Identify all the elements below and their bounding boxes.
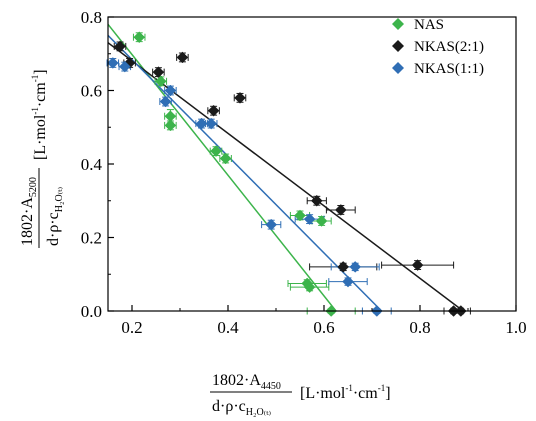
y-label-denominator-sub: H₂O₍ₜ₎ (54, 187, 65, 212)
x-label-numerator-sub: 4450 (261, 381, 281, 392)
data-point (334, 204, 347, 216)
x-axis-label: 1802·A4450 d·ρ·cH₂O₍ₜ₎ [L·mol-1·cm-1] (210, 372, 391, 418)
fit-line (108, 23, 337, 311)
svg-text:d·ρ·cH₂O₍ₜ₎: d·ρ·cH₂O₍ₜ₎ (212, 398, 271, 418)
x-label-unit-sup1: -1 (345, 383, 353, 393)
y-tick-label: 0.2 (81, 229, 102, 248)
data-point (411, 259, 424, 271)
data-point (310, 194, 323, 207)
y-tick-label: 0.8 (81, 8, 102, 27)
y-label-unit-sup1: -1 (30, 107, 40, 115)
data-point (315, 215, 328, 227)
x-label-unit-open: [L·mol (300, 385, 346, 402)
fit-lines (108, 23, 464, 311)
y-tick-label: 0.6 (81, 82, 102, 101)
x-label-denominator-sub: H₂O₍ₜ₎ (246, 407, 271, 418)
data-point (154, 75, 167, 88)
legend: NAS NKAS(2:1) NKAS(1:1) (392, 17, 484, 77)
data-markers (106, 31, 467, 317)
x-label-unit-mid: ·cm (353, 385, 378, 402)
fit-line (108, 34, 383, 311)
legend-label: NKAS(1:1) (414, 61, 484, 77)
data-point (265, 218, 278, 231)
axis-ticks: 0.2 0.4 0.6 0.8 1.0 0.0 0.2 0.4 0.6 0.8 (81, 8, 527, 337)
y-label-unit-close: ] (32, 69, 49, 74)
data-point (114, 40, 126, 53)
data-point (294, 209, 306, 222)
data-point (176, 51, 189, 64)
data-point (303, 213, 316, 225)
x-label-denominator: d·ρ·c (212, 398, 246, 415)
data-point (164, 119, 177, 132)
data-point (152, 66, 165, 78)
data-point (349, 261, 362, 273)
y-label-unit-mid: ·cm (32, 82, 49, 107)
svg-text:[L·mol-1·cm-1]: [L·mol-1·cm-1] (30, 69, 49, 160)
y-label-unit-open: [L·mol (32, 114, 49, 160)
data-point (123, 57, 136, 69)
data-point (195, 117, 208, 130)
y-axis-label: 1802·A5200 d·ρ·cH₂O₍ₜ₎ [L·mol-1·cm-1] (19, 69, 65, 248)
data-point (133, 31, 146, 44)
y-label-numerator-sub: 5200 (28, 177, 39, 197)
legend-marker (392, 40, 404, 52)
svg-text:d·ρ·cH₂O₍ₜ₎: d·ρ·cH₂O₍ₜ₎ (45, 187, 65, 246)
svg-text:[L·mol-1·cm-1]: [L·mol-1·cm-1] (300, 383, 391, 402)
y-label-denominator: d·ρ·c (45, 212, 62, 246)
legend-marker (392, 18, 404, 30)
fit-line (108, 42, 464, 311)
data-point (159, 95, 172, 108)
y-label-unit-sup2: -1 (30, 75, 40, 83)
data-point (210, 145, 222, 157)
y-tick-label: 0.0 (81, 302, 102, 321)
data-point (207, 104, 220, 117)
data-point (219, 152, 232, 165)
legend-marker (392, 62, 404, 74)
x-tick-label: 1.0 (505, 318, 526, 337)
data-point (205, 117, 218, 130)
data-point (106, 57, 119, 69)
data-point (342, 275, 354, 288)
x-tick-label: 0.2 (121, 318, 142, 337)
x-label-unit-sup2: -1 (378, 383, 386, 393)
y-label-numerator: 1802·A (19, 197, 36, 246)
x-tick-label: 0.4 (217, 318, 239, 337)
data-point (234, 91, 246, 104)
x-label-numerator: 1802·A (212, 372, 261, 389)
x-tick-label: 0.8 (409, 318, 430, 337)
legend-label: NAS (414, 17, 444, 33)
svg-text:1802·A5200: 1802·A5200 (19, 177, 39, 246)
y-tick-label: 0.4 (81, 155, 103, 174)
data-point (118, 60, 131, 73)
legend-label: NKAS(2:1) (414, 39, 484, 55)
data-point (164, 84, 177, 97)
svg-text:1802·A4450: 1802·A4450 (212, 372, 281, 392)
x-tick-label: 0.6 (313, 318, 334, 337)
data-point (337, 261, 350, 273)
x-label-unit-close: ] (385, 385, 390, 402)
data-point (303, 281, 316, 293)
